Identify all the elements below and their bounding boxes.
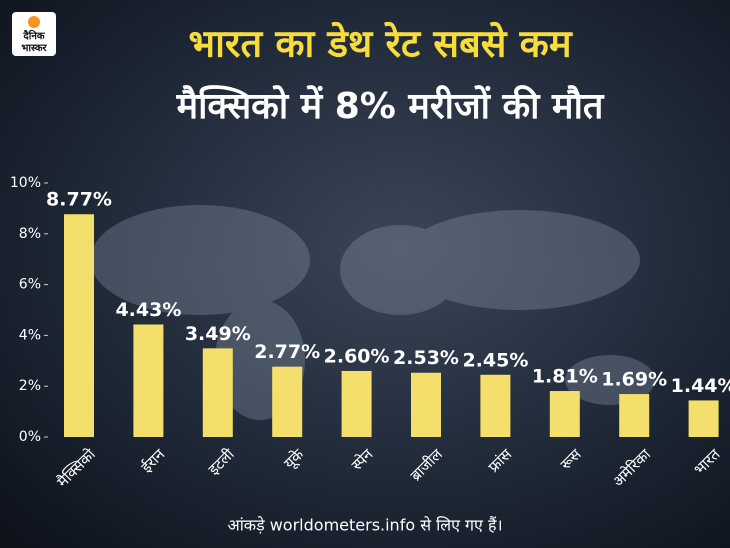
bar [549,391,580,437]
bar [64,214,94,437]
value-label: 1.69% [601,369,667,391]
value-label: 1.81% [532,366,598,388]
logo-box [12,12,56,56]
bar [272,366,303,437]
value-label: 2.45% [462,349,528,371]
bar [411,372,441,437]
value-label: 8.77% [46,189,112,211]
bar [133,324,164,437]
y-tick-label: 10% [10,175,41,191]
bar [202,348,233,437]
bar [480,374,511,437]
chart-title: भारत का डेथ रेट सबसे कम [188,22,572,66]
y-tick-label: 2% [19,378,41,394]
logo-sun [28,16,40,28]
logo-text: भास्कर [21,43,47,54]
y-tick-label: 4% [19,327,41,343]
value-label: 3.49% [185,323,251,345]
value-label: 2.60% [324,345,390,367]
value-label: 4.43% [115,299,181,321]
map-decoration [90,205,655,420]
bar [688,400,719,437]
logo-text: दैनिक [22,29,45,42]
y-tick-label: 6% [19,277,41,293]
value-label: 1.44% [671,375,730,397]
y-tick-label: 0% [19,429,41,445]
bar [341,370,372,437]
source-note: आंकड़े worldometers.info से लिए गए हैं। [227,516,502,535]
y-tick-label: 8% [19,226,41,242]
chart-subtitle: मैक्सिको में 8% मरीजों की मौत [176,85,605,127]
bar [619,394,650,437]
value-label: 2.77% [254,341,320,363]
value-label: 2.53% [393,347,459,369]
